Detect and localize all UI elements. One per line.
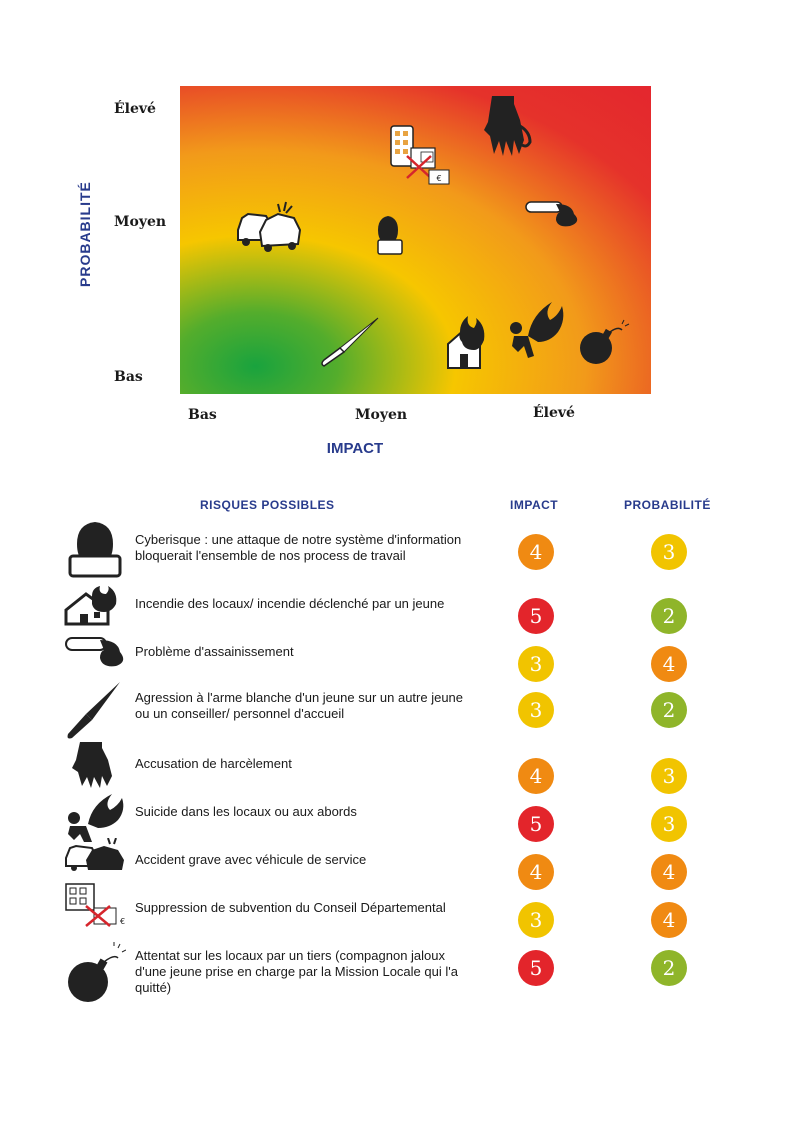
risk-description: Suicide dans les locaux ou aux abords [135,804,357,819]
risk-description: Problème d'assainissement [135,644,294,659]
point-falling-person-icon [510,302,564,358]
y-tick-high: Élevé [114,101,156,117]
risk-description: Accident grave avec véhicule de service [135,852,367,867]
probability-badge: 4 [651,646,687,682]
probability-badge: 2 [651,598,687,634]
point-hacker-icon [377,216,403,255]
probability-badge: 3 [651,534,687,570]
x-tick-high: Élevé [533,405,575,421]
point-knife-icon [321,317,379,367]
hacker-icon [64,520,126,578]
probability-badge: 2 [651,950,687,986]
point-house-fire-icon [447,316,485,369]
document-icon: € [64,882,126,940]
bomb-icon [64,942,127,1002]
impact-badge: 5 [518,806,554,842]
probability-badge: 4 [651,854,687,890]
risk-heatmap: € [180,86,651,394]
probability-badge: 3 [651,806,687,842]
header-risks: RISQUES POSSIBLES [200,498,335,512]
hand-icon [64,742,126,800]
point-pipe-icon [525,201,578,227]
svg-text:€: € [120,917,125,926]
impact-badge: 3 [518,692,554,728]
header-probability: PROBABILITÉ [624,498,711,512]
house-fire-icon [64,586,126,644]
point-document-icon: € [390,125,450,185]
impact-badge: 4 [518,534,554,570]
probability-badge: 3 [651,758,687,794]
pipe-icon [64,634,126,692]
risk-description: Suppression de subvention du Conseil Dép… [135,900,446,915]
impact-badge: 3 [518,902,554,938]
falling-person-icon [64,790,126,848]
impact-badge: 5 [518,598,554,634]
point-bomb-icon [580,319,630,364]
header-impact: IMPACT [510,498,559,512]
risk-description: Agression à l'arme blanche d'un jeune su… [135,690,464,721]
probability-badge: 4 [651,902,687,938]
y-axis-label: PROBABILITÉ [77,181,93,287]
svg-text:€: € [436,174,441,183]
risk-description: Incendie des locaux/ incendie déclenché … [135,596,445,611]
x-tick-medium: Moyen [355,407,408,423]
cars-crash-icon [64,837,126,896]
y-tick-low: Bas [114,369,143,385]
risk-description: Attentat sur les locaux par un tiers (co… [135,948,458,995]
knife-icon [64,680,126,739]
impact-badge: 5 [518,950,554,986]
point-cars-crash-icon [237,201,302,252]
impact-badge: 4 [518,854,554,890]
impact-badge: 4 [518,758,554,794]
risk-description: Cyberisque : une attaque de notre systèm… [135,532,462,563]
impact-badge: 3 [518,646,554,682]
probability-badge: 2 [651,692,687,728]
x-tick-low: Bas [188,407,217,423]
point-hand-icon [484,96,532,156]
x-axis-label: IMPACT [326,440,384,457]
y-tick-medium: Moyen [114,214,167,230]
risk-description: Accusation de harcèlement [135,756,292,771]
